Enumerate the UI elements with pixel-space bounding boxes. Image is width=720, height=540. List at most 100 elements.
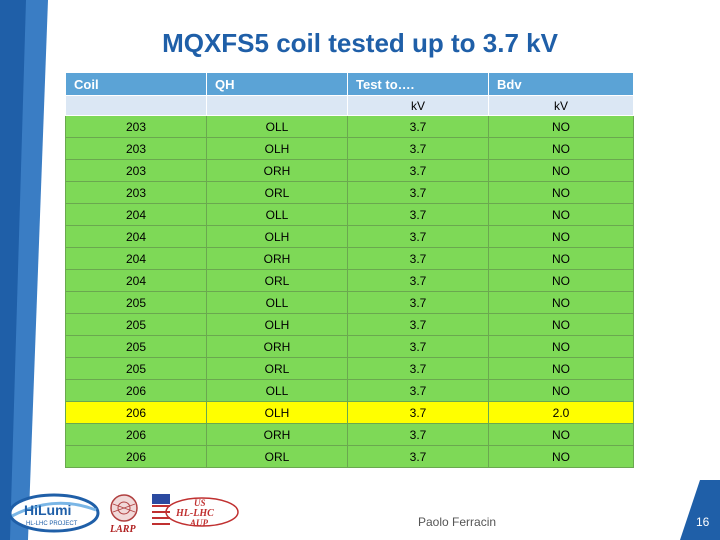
cell-test: 3.7 (347, 379, 489, 402)
left-accent-band (0, 0, 48, 540)
svg-text:HL-LHC PROJECT: HL-LHC PROJECT (26, 521, 78, 527)
table-row: 205 OLL 3.7 NO (65, 291, 634, 314)
cell-test: 3.7 (347, 335, 489, 358)
cell-bdv: NO (488, 203, 634, 226)
table-row: 204 ORL 3.7 NO (65, 269, 634, 292)
cell-bdv: NO (488, 247, 634, 270)
cell-qh: OLL (206, 379, 348, 402)
cell-bdv: NO (488, 313, 634, 336)
table-row: 206 OLL 3.7 NO (65, 379, 634, 402)
cell-bdv: NO (488, 181, 634, 204)
cell-coil: 204 (65, 247, 207, 270)
table-units-row: kV kV (65, 95, 634, 116)
table-row: 205 ORL 3.7 NO (65, 357, 634, 380)
cell-coil: 205 (65, 357, 207, 380)
cell-test: 3.7 (347, 445, 489, 468)
cell-bdv: NO (488, 335, 634, 358)
cell-qh: OLH (206, 137, 348, 160)
table-row: 204 ORH 3.7 NO (65, 247, 634, 270)
cell-test: 3.7 (347, 401, 489, 424)
table-row: 204 OLL 3.7 NO (65, 203, 634, 226)
cell-qh: ORL (206, 445, 348, 468)
cell-coil: 203 (65, 115, 207, 138)
page-number: 16 (696, 515, 710, 529)
cell-test: 3.7 (347, 137, 489, 160)
cell-qh: ORL (206, 357, 348, 380)
table-header-row: Coil QH Test to…. Bdv (65, 72, 634, 96)
cell-qh: ORH (206, 247, 348, 270)
cell-bdv: NO (488, 159, 634, 182)
cell-test: 3.7 (347, 313, 489, 336)
cell-qh: OLL (206, 203, 348, 226)
table-row: 205 OLH 3.7 NO (65, 313, 634, 336)
cell-coil: 204 (65, 269, 207, 292)
cell-coil: 205 (65, 335, 207, 358)
hilumi-logo: HiLumi HL-LHC PROJECT (8, 493, 100, 533)
cell-bdv: NO (488, 225, 634, 248)
header-bdv: Bdv (488, 72, 634, 96)
table-row: 203 ORH 3.7 NO (65, 159, 634, 182)
svg-text:AUP: AUP (189, 518, 209, 528)
table-row: 203 ORL 3.7 NO (65, 181, 634, 204)
cell-qh: ORL (206, 181, 348, 204)
svg-text:HiLumi: HiLumi (24, 502, 71, 518)
coil-test-table: Coil QH Test to…. Bdv kV kV 203 OLL 3.7 NO 2… (65, 72, 634, 468)
cell-test: 3.7 (347, 181, 489, 204)
table-row: 203 OLH 3.7 NO (65, 137, 634, 160)
slide-title: MQXFS5 coil tested up to 3.7 kV (162, 28, 558, 58)
larp-logo: LARP (109, 494, 138, 534)
unit-test: kV (347, 95, 489, 116)
cell-coil: 206 (65, 423, 207, 446)
cell-test: 3.7 (347, 247, 489, 270)
cell-test: 3.7 (347, 115, 489, 138)
cell-coil: 206 (65, 401, 207, 424)
cell-qh: ORH (206, 423, 348, 446)
cell-test: 3.7 (347, 423, 489, 446)
unit-coil (65, 95, 207, 116)
table-row: 206 OLH 3.7 2.0 (65, 401, 634, 424)
us-hl-lhc-aup-logo: US HL-LHC AUP (152, 494, 240, 532)
unit-bdv: kV (488, 95, 634, 116)
cell-bdv: NO (488, 423, 634, 446)
right-accent-band (680, 480, 720, 540)
cell-qh: ORL (206, 269, 348, 292)
svg-text:US: US (194, 498, 206, 508)
cell-test: 3.7 (347, 291, 489, 314)
cell-qh: OLH (206, 313, 348, 336)
cell-bdv: NO (488, 445, 634, 468)
cell-test: 3.7 (347, 203, 489, 226)
table-row: 204 OLH 3.7 NO (65, 225, 634, 248)
cell-test: 3.7 (347, 159, 489, 182)
unit-qh (206, 95, 348, 116)
cell-qh: ORH (206, 159, 348, 182)
cell-qh: ORH (206, 335, 348, 358)
cell-coil: 203 (65, 137, 207, 160)
cell-coil: 203 (65, 159, 207, 182)
table-row: 206 ORL 3.7 NO (65, 445, 634, 468)
header-test: Test to…. (347, 72, 489, 96)
cell-bdv: 2.0 (488, 401, 634, 424)
cell-bdv: NO (488, 115, 634, 138)
cell-coil: 203 (65, 181, 207, 204)
cell-coil: 205 (65, 313, 207, 336)
cell-coil: 204 (65, 203, 207, 226)
table-row: 206 ORH 3.7 NO (65, 423, 634, 446)
cell-coil: 206 (65, 445, 207, 468)
footer-author: Paolo Ferracin (418, 515, 497, 529)
header-coil: Coil (65, 72, 207, 96)
cell-bdv: NO (488, 269, 634, 292)
cell-qh: OLL (206, 291, 348, 314)
cell-qh: OLH (206, 225, 348, 248)
cell-coil: 205 (65, 291, 207, 314)
cell-test: 3.7 (347, 225, 489, 248)
svg-text:HL-LHC: HL-LHC (175, 508, 214, 519)
cell-coil: 206 (65, 379, 207, 402)
cell-bdv: NO (488, 137, 634, 160)
cell-qh: OLL (206, 115, 348, 138)
cell-coil: 204 (65, 225, 207, 248)
cell-test: 3.7 (347, 357, 489, 380)
cell-test: 3.7 (347, 269, 489, 292)
header-qh: QH (206, 72, 348, 96)
cell-bdv: NO (488, 357, 634, 380)
cell-bdv: NO (488, 291, 634, 314)
